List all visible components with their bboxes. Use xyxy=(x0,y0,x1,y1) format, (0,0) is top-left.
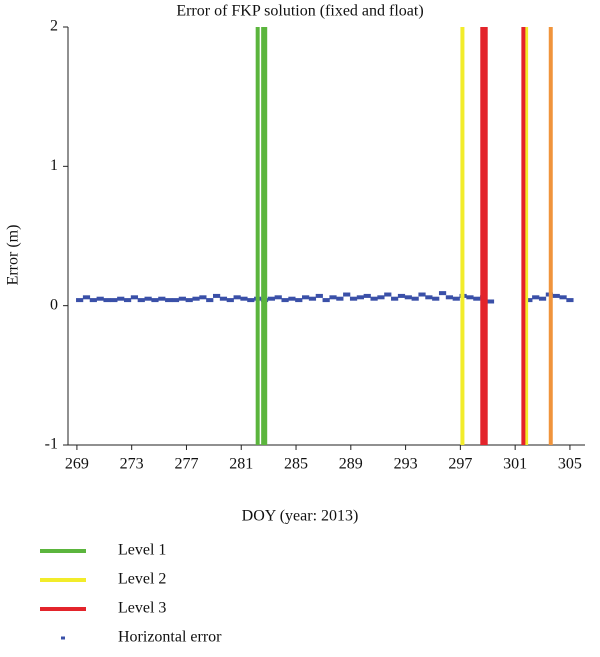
point xyxy=(391,296,399,301)
y-tick-label: 2 xyxy=(50,18,58,35)
point xyxy=(96,296,104,301)
x-tick-label: 273 xyxy=(120,456,144,473)
point xyxy=(219,296,228,301)
point xyxy=(267,296,275,301)
point xyxy=(404,295,412,300)
point xyxy=(199,295,207,300)
point xyxy=(117,296,125,301)
point xyxy=(363,293,371,298)
point xyxy=(144,296,152,301)
point xyxy=(356,295,364,300)
x-tick-label: 277 xyxy=(174,456,198,473)
point xyxy=(566,298,574,303)
point xyxy=(336,296,344,301)
event-line xyxy=(524,27,529,445)
point xyxy=(418,292,426,297)
event-line xyxy=(460,27,465,445)
chart-title: Error of FKP solution (fixed and float) xyxy=(176,3,423,20)
point xyxy=(343,292,351,297)
point xyxy=(185,298,193,303)
point xyxy=(425,295,433,300)
point xyxy=(370,296,378,301)
point xyxy=(288,296,296,301)
point xyxy=(559,295,567,300)
y-tick-label: -1 xyxy=(45,436,58,453)
point xyxy=(329,295,337,300)
point xyxy=(552,293,560,298)
x-tick-label: 293 xyxy=(394,456,418,473)
legend-label: Level 1 xyxy=(118,542,166,559)
point xyxy=(315,293,323,298)
point xyxy=(377,295,385,300)
point xyxy=(525,298,533,303)
point xyxy=(123,298,132,303)
point xyxy=(165,298,173,303)
point xyxy=(247,298,255,303)
point xyxy=(486,299,495,304)
point xyxy=(274,295,282,300)
point xyxy=(192,296,200,301)
point xyxy=(103,298,111,303)
point xyxy=(178,296,186,301)
point xyxy=(466,295,474,300)
point xyxy=(281,298,289,303)
point xyxy=(76,298,84,303)
point xyxy=(89,298,97,303)
event-line xyxy=(521,27,526,445)
point xyxy=(212,293,221,298)
point xyxy=(432,296,440,301)
event-line xyxy=(261,27,266,445)
point xyxy=(473,296,481,301)
event-line xyxy=(263,27,268,445)
point xyxy=(206,298,214,303)
point xyxy=(322,298,330,303)
point xyxy=(349,296,358,301)
event-line xyxy=(480,27,485,445)
point xyxy=(411,296,419,301)
point xyxy=(452,296,460,301)
x-tick-label: 269 xyxy=(65,456,89,473)
x-tick-label: 297 xyxy=(448,456,472,473)
x-tick-label: 305 xyxy=(558,456,582,473)
point xyxy=(532,295,540,300)
x-tick-label: 289 xyxy=(339,456,363,473)
point xyxy=(171,298,180,303)
point xyxy=(151,298,159,303)
point xyxy=(538,296,547,301)
point xyxy=(158,296,166,301)
point xyxy=(302,295,310,300)
point xyxy=(308,296,317,301)
legend-swatch xyxy=(61,636,65,640)
x-tick-label: 281 xyxy=(229,456,253,473)
x-tick-label: 301 xyxy=(503,456,527,473)
point xyxy=(233,295,241,300)
legend-label: Level 2 xyxy=(118,571,166,588)
point xyxy=(240,296,248,301)
point xyxy=(445,295,454,300)
point xyxy=(82,295,91,300)
legend-label: Horizontal error xyxy=(118,629,222,646)
point xyxy=(226,298,234,303)
event-line xyxy=(255,27,260,445)
y-tick-label: 0 xyxy=(50,296,58,313)
event-line xyxy=(483,27,488,445)
point xyxy=(130,295,139,300)
legend-label: Level 3 xyxy=(118,600,166,617)
point xyxy=(295,298,303,303)
x-tick-label: 285 xyxy=(284,456,308,473)
point xyxy=(384,292,392,297)
y-tick-label: 1 xyxy=(50,157,58,174)
y-axis-label: Error (m) xyxy=(5,225,22,286)
point xyxy=(110,298,118,303)
point xyxy=(397,293,406,298)
event-line xyxy=(548,27,553,445)
x-axis-label: DOY (year: 2013) xyxy=(242,508,359,525)
point xyxy=(137,298,145,303)
point xyxy=(438,291,447,296)
